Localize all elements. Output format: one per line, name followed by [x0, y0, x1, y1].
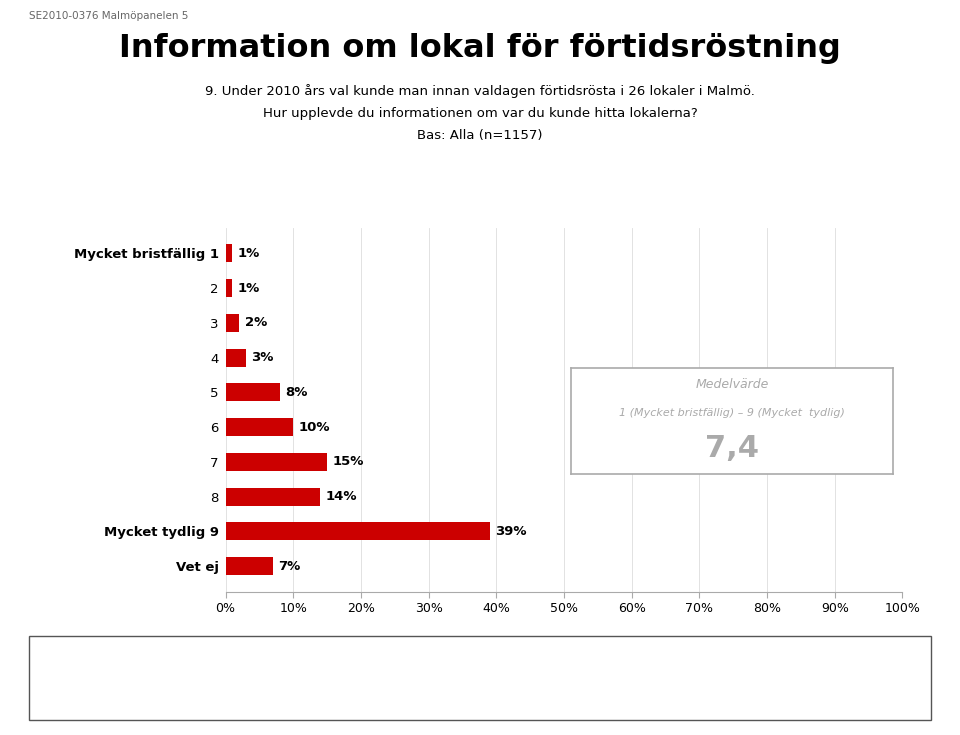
Text: 15%: 15%: [332, 456, 364, 468]
Bar: [226, 487, 321, 506]
Bar: [226, 348, 246, 367]
Text: SE2010-0376 Malmöpanelen 5: SE2010-0376 Malmöpanelen 5: [29, 11, 188, 21]
Text: Det finns inga tydliga mönster när det gäller olika stadsdelar.: Det finns inga tydliga mönster när det g…: [38, 695, 403, 709]
Bar: [226, 523, 490, 540]
Bar: [226, 453, 327, 471]
Text: 7,4: 7,4: [705, 434, 759, 464]
Text: 3%: 3%: [252, 351, 274, 364]
Text: 7%: 7%: [278, 559, 300, 573]
Text: 1 (Mycket bristfällig) – 9 (Mycket  tydlig): 1 (Mycket bristfällig) – 9 (Mycket tydli…: [619, 408, 845, 418]
Text: Det övergripande omdömet om tydligheten i informationen gällande lokaler för för: Det övergripande omdömet om tydligheten …: [38, 647, 815, 661]
Text: Information om lokal för förtidsröstning: Information om lokal för förtidsröstning: [119, 33, 841, 64]
Text: Bas: Alla (n=1157): Bas: Alla (n=1157): [418, 129, 542, 142]
Text: 2%: 2%: [245, 316, 267, 329]
Text: Hur upplevde du informationen om var du kunde hitta lokalerna?: Hur upplevde du informationen om var du …: [263, 107, 697, 120]
Text: 9. Under 2010 års val kunde man innan valdagen förtidsrösta i 26 lokaler i Malmö: 9. Under 2010 års val kunde man innan va…: [205, 85, 755, 98]
Text: Medelvärde: Medelvärde: [695, 379, 769, 391]
Bar: [226, 314, 239, 332]
Bar: [226, 279, 232, 297]
Text: You: You: [845, 704, 881, 722]
Text: 39%: 39%: [495, 525, 526, 538]
Text: 1%: 1%: [238, 282, 260, 295]
Text: 17: 17: [29, 708, 46, 722]
Bar: [226, 557, 273, 575]
Text: 10%: 10%: [299, 420, 330, 434]
Text: positiva sidan av skalan och 7% på den negativa. Åldersgruppen 65+ ger en något : positiva sidan av skalan och 7% på den n…: [38, 671, 806, 686]
Text: Gov: Gov: [882, 704, 921, 722]
Bar: [226, 245, 232, 262]
Text: 1%: 1%: [238, 247, 260, 260]
Bar: [226, 418, 294, 436]
Text: 8%: 8%: [285, 386, 307, 399]
Bar: [226, 384, 279, 401]
Text: 14%: 14%: [325, 490, 357, 503]
